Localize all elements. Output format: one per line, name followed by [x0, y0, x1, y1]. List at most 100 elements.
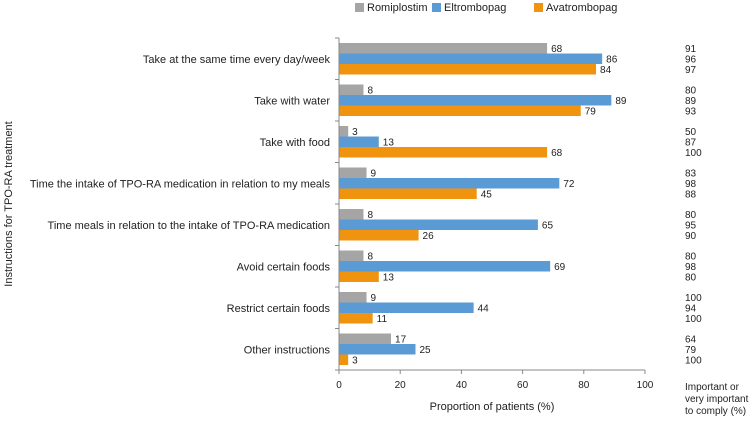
- bar-value-label: 13: [383, 138, 395, 149]
- comply-value: 79: [685, 345, 697, 356]
- x-tick-label: 80: [578, 380, 590, 391]
- legend-item: Eltrombopag: [432, 2, 506, 14]
- bar: [339, 344, 416, 355]
- bar: [339, 64, 597, 75]
- bar: [339, 105, 581, 116]
- comply-value: 95: [685, 221, 697, 232]
- x-tick-label: 40: [456, 380, 468, 391]
- category-label: Take at the same time every day/week: [143, 54, 331, 66]
- bar-value-label: 89: [615, 96, 627, 107]
- comply-value: 80: [685, 252, 697, 263]
- bar-value-label: 26: [423, 231, 435, 242]
- bar: [339, 271, 379, 282]
- bar-value-label: 45: [481, 190, 493, 201]
- comply-value: 100: [685, 293, 702, 304]
- comply-value: 83: [685, 169, 697, 180]
- bar: [339, 219, 538, 230]
- category-label: Time the intake of TPO-RA medication in …: [30, 178, 331, 190]
- comply-value: 93: [685, 107, 697, 118]
- comply-value: 94: [685, 304, 697, 315]
- legend-label: Avatrombopag: [546, 2, 617, 14]
- bar-value-label: 11: [377, 314, 388, 325]
- bar: [339, 53, 603, 64]
- bar: [339, 302, 474, 313]
- bar: [339, 43, 548, 54]
- legend-swatch: [355, 3, 364, 12]
- bar-value-label: 13: [383, 273, 395, 284]
- bar-value-label: 8: [367, 252, 373, 263]
- comply-value: 96: [685, 55, 697, 66]
- x-tick-label: 60: [517, 380, 529, 391]
- legend-swatch: [432, 3, 441, 12]
- x-tick-label: 20: [395, 380, 407, 391]
- comply-value: 80: [685, 210, 697, 221]
- bar: [339, 230, 419, 241]
- bar: [339, 313, 373, 324]
- bar-value-label: 86: [606, 55, 618, 66]
- comply-value: 64: [685, 335, 697, 346]
- bar-value-label: 69: [554, 262, 566, 273]
- bar: [339, 95, 612, 106]
- x-axis-title: Proportion of patients (%): [430, 401, 555, 413]
- comply-title-line: to comply (%): [685, 406, 746, 416]
- legend: Romiplostim Eltrombopag Avatrombopag: [355, 2, 617, 14]
- comply-title-line: Important or: [685, 382, 740, 393]
- comply-value: 97: [685, 65, 697, 76]
- comply-value: 80: [685, 273, 697, 284]
- comply-column: 9196978089935087100839888809590809880100…: [685, 44, 749, 417]
- bar: [339, 84, 364, 95]
- legend-label: Eltrombopag: [444, 2, 506, 14]
- bar: [339, 209, 364, 220]
- category-label: Time meals in relation to the intake of …: [48, 220, 330, 232]
- x-tick-label: 100: [637, 380, 654, 391]
- bar-value-label: 44: [478, 304, 490, 315]
- bar: [339, 167, 367, 178]
- comply-value: 100: [685, 148, 702, 159]
- category-label: Restrict certain foods: [227, 303, 331, 315]
- comply-value: 91: [685, 44, 697, 55]
- category-label: Take with water: [254, 95, 330, 107]
- bar-value-label: 8: [367, 86, 373, 97]
- comply-value: 98: [685, 262, 697, 273]
- bar: [339, 333, 392, 344]
- bar: [339, 136, 379, 147]
- category-label: Take with food: [260, 137, 330, 149]
- comply-value: 90: [685, 231, 697, 242]
- bar-value-label: 3: [352, 127, 358, 138]
- comply-value: 88: [685, 190, 697, 201]
- bar-value-label: 84: [600, 65, 612, 76]
- bar: [339, 188, 477, 199]
- bar-value-label: 72: [563, 179, 575, 190]
- axes: Take at the same time every day/week Take…: [30, 37, 654, 391]
- comply-value: 50: [685, 127, 697, 138]
- y-axis-title: Instructions for TPO-RA treatment: [3, 121, 15, 286]
- bar-value-label: 25: [420, 345, 432, 356]
- bar-value-label: 68: [551, 148, 563, 159]
- comply-value: 100: [685, 314, 702, 325]
- comply-value: 100: [685, 356, 702, 367]
- bar: [339, 178, 560, 189]
- bar-value-label: 8: [367, 210, 373, 221]
- bar-value-label: 68: [551, 44, 563, 55]
- bar: [339, 126, 349, 137]
- bar: [339, 261, 551, 272]
- bar: [339, 354, 349, 365]
- bar-value-label: 9: [371, 293, 377, 304]
- bar: [339, 250, 364, 261]
- legend-item: Romiplostim: [355, 2, 428, 14]
- comply-value: 98: [685, 179, 697, 190]
- category-label: Avoid certain foods: [237, 261, 331, 273]
- comply-value: 80: [685, 86, 697, 97]
- bar: [339, 147, 548, 158]
- bar-value-label: 79: [585, 107, 597, 118]
- category-label: Other instructions: [244, 344, 331, 356]
- legend-swatch: [534, 3, 543, 12]
- legend-item: Avatrombopag: [534, 2, 617, 14]
- comply-value: 87: [685, 138, 697, 149]
- bar-value-label: 65: [542, 221, 554, 232]
- legend-label: Romiplostim: [367, 2, 428, 14]
- comply-title-line: very important: [685, 394, 749, 405]
- bar-value-label: 9: [371, 169, 377, 180]
